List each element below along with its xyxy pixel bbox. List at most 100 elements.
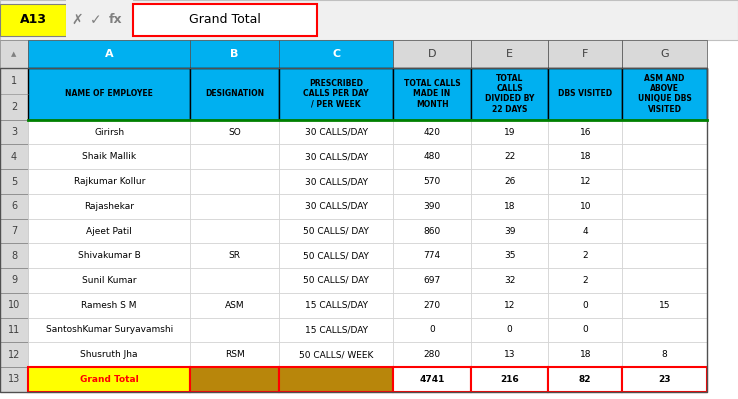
Bar [190, 194, 279, 219]
Bar [279, 293, 393, 318]
Text: 280: 280 [424, 350, 441, 359]
Bar [548, 68, 622, 120]
Bar [548, 144, 622, 169]
Bar [393, 40, 471, 68]
Text: NAME OF EMPLOYEE: NAME OF EMPLOYEE [65, 89, 154, 98]
Text: SantoshKumar Suryavamshi: SantoshKumar Suryavamshi [46, 326, 173, 334]
Bar [622, 169, 707, 194]
Text: 5: 5 [11, 176, 17, 187]
Text: 13: 13 [8, 374, 20, 385]
Text: 50 CALLS/ DAY: 50 CALLS/ DAY [303, 276, 369, 285]
Bar [393, 120, 471, 144]
Text: 9: 9 [11, 275, 17, 286]
Text: ▲: ▲ [11, 51, 17, 57]
Text: 23: 23 [658, 375, 671, 384]
Text: Sunil Kumar: Sunil Kumar [82, 276, 137, 285]
Text: 18: 18 [504, 202, 515, 211]
Text: 1: 1 [11, 76, 17, 86]
Bar [0, 342, 28, 367]
Text: C: C [332, 49, 340, 59]
Bar [0, 318, 28, 342]
Bar [622, 144, 707, 169]
Bar [0, 68, 28, 120]
Text: 15 CALLS/DAY: 15 CALLS/DAY [305, 301, 368, 310]
Bar [279, 268, 393, 293]
Bar [471, 68, 548, 120]
Text: 0: 0 [582, 326, 588, 334]
Text: ASM AND
ABOVE
UNIQUE DBS
VISITED: ASM AND ABOVE UNIQUE DBS VISITED [638, 74, 692, 114]
Text: Rajkumar Kollur: Rajkumar Kollur [74, 177, 145, 186]
Bar [190, 293, 279, 318]
Bar [28, 219, 190, 243]
Text: 480: 480 [424, 152, 441, 161]
Text: 12: 12 [504, 301, 515, 310]
Bar [393, 144, 471, 169]
Bar [622, 40, 707, 68]
Bar [548, 219, 622, 243]
Bar [393, 318, 471, 342]
Text: A13: A13 [20, 14, 46, 26]
Bar [548, 169, 622, 194]
Text: 0: 0 [430, 326, 435, 334]
Text: 30 CALLS/DAY: 30 CALLS/DAY [305, 177, 368, 186]
Text: 82: 82 [579, 375, 591, 384]
Bar [28, 40, 190, 68]
Bar [0, 120, 28, 144]
Text: 30 CALLS/DAY: 30 CALLS/DAY [305, 128, 368, 136]
Bar [471, 342, 548, 367]
Bar [393, 268, 471, 293]
Text: Ramesh S M: Ramesh S M [81, 301, 137, 310]
Text: 10: 10 [579, 202, 591, 211]
Bar [393, 219, 471, 243]
Text: 2: 2 [11, 102, 17, 112]
Text: B: B [230, 49, 239, 59]
Bar [190, 342, 279, 367]
Text: Ajeet Patil: Ajeet Patil [86, 227, 132, 235]
Bar [190, 219, 279, 243]
Bar [548, 194, 622, 219]
Text: 697: 697 [424, 276, 441, 285]
Text: ✗: ✗ [72, 13, 83, 27]
Text: Grand Total: Grand Total [189, 14, 261, 26]
Text: 390: 390 [424, 202, 441, 211]
Bar [471, 318, 548, 342]
Bar [279, 194, 393, 219]
Text: RSM: RSM [225, 350, 244, 359]
Text: E: E [506, 49, 513, 59]
Bar [190, 144, 279, 169]
Bar [190, 268, 279, 293]
Text: G: G [661, 49, 669, 59]
Bar [548, 293, 622, 318]
Bar [190, 169, 279, 194]
Bar [393, 68, 471, 120]
Text: 10: 10 [8, 300, 20, 310]
Bar [66, 0, 133, 40]
Bar [0, 4, 66, 36]
Bar [622, 268, 707, 293]
Text: 50 CALLS/ DAY: 50 CALLS/ DAY [303, 227, 369, 235]
Bar [393, 194, 471, 219]
Bar [190, 243, 279, 268]
Text: 8: 8 [662, 350, 667, 359]
Bar [622, 219, 707, 243]
Text: 15: 15 [659, 301, 670, 310]
Bar [393, 169, 471, 194]
Text: 30 CALLS/DAY: 30 CALLS/DAY [305, 202, 368, 211]
Text: 12: 12 [579, 177, 591, 186]
Bar [0, 169, 28, 194]
Bar [622, 194, 707, 219]
Bar [0, 367, 28, 392]
Text: A: A [105, 49, 114, 59]
Text: 35: 35 [504, 251, 515, 260]
Text: 774: 774 [424, 251, 441, 260]
Text: 420: 420 [424, 128, 441, 136]
Text: 12: 12 [8, 350, 20, 360]
Text: Shaik Mallik: Shaik Mallik [82, 152, 137, 161]
Text: 22: 22 [504, 152, 515, 161]
Text: D: D [428, 49, 436, 59]
Bar [622, 120, 707, 144]
Text: Shusruth Jha: Shusruth Jha [80, 350, 138, 359]
Bar [471, 219, 548, 243]
Bar [0, 293, 28, 318]
Bar [393, 243, 471, 268]
